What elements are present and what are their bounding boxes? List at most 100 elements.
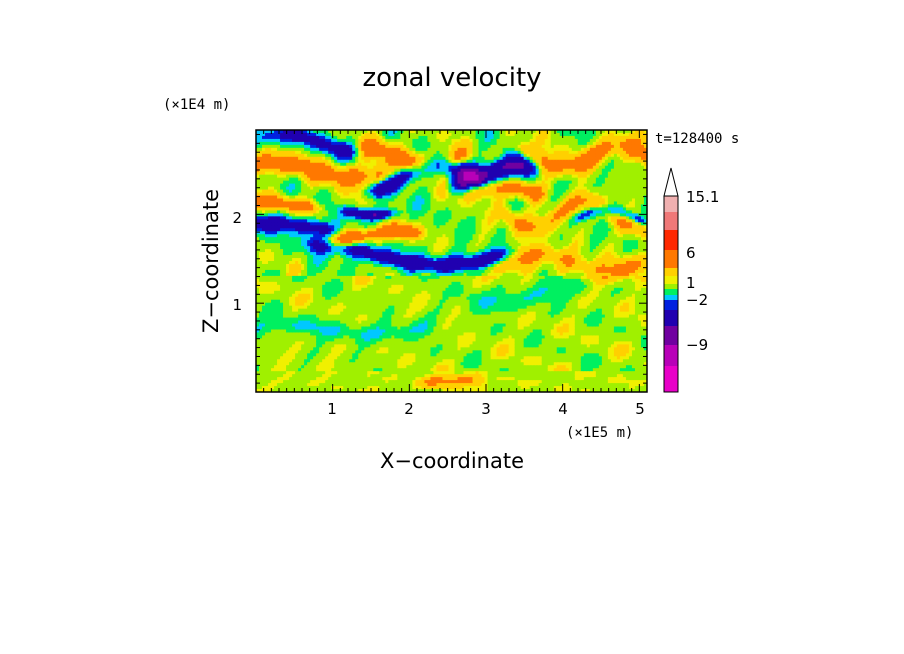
- heatmap-cell: [292, 174, 296, 179]
- heatmap-cell: [346, 192, 350, 197]
- heatmap-cell: [373, 183, 377, 188]
- heatmap-cell: [331, 269, 335, 274]
- heatmap-cell: [277, 302, 281, 307]
- heatmap-cell: [352, 246, 356, 250]
- heatmap-cell: [319, 365, 323, 369]
- heatmap-cell: [370, 150, 374, 155]
- heatmap-cell: [313, 374, 317, 378]
- heatmap-cell: [319, 380, 323, 384]
- heatmap-cell: [361, 252, 365, 256]
- heatmap-cell: [412, 237, 417, 241]
- heatmap-cell: [361, 338, 365, 342]
- heatmap-cell: [277, 135, 281, 140]
- heatmap-cell: [322, 246, 326, 250]
- heatmap-cell: [391, 132, 395, 137]
- heatmap-cell: [388, 258, 392, 262]
- heatmap-cell: [304, 272, 308, 277]
- heatmap-cell: [337, 263, 341, 268]
- heatmap-cell: [388, 353, 392, 357]
- heatmap-cell: [277, 162, 281, 167]
- heatmap-cell: [388, 153, 392, 158]
- heatmap-cell: [265, 353, 269, 357]
- heatmap-cell: [286, 228, 290, 232]
- heatmap-cell: [424, 281, 429, 286]
- heatmap-cell: [298, 308, 302, 313]
- heatmap-cell: [355, 305, 359, 310]
- heatmap-cell: [364, 192, 368, 197]
- heatmap-cell: [268, 302, 272, 307]
- heatmap-cell: [403, 380, 407, 384]
- heatmap-cell: [382, 249, 386, 253]
- heatmap-cell: [391, 141, 395, 146]
- heatmap-cell: [304, 317, 308, 322]
- heatmap-cell: [310, 296, 314, 301]
- heatmap-cell: [316, 356, 320, 360]
- heatmap-cell: [310, 314, 314, 319]
- heatmap-cell: [409, 344, 413, 348]
- heatmap-cell: [331, 314, 335, 319]
- heatmap-cell: [325, 311, 329, 316]
- heatmap-cell: [349, 332, 353, 337]
- heatmap-cell: [304, 293, 308, 298]
- heatmap-cell: [346, 249, 350, 253]
- heatmap-cell: [319, 144, 323, 149]
- heatmap-cell: [418, 326, 423, 331]
- heatmap-cell: [358, 326, 362, 331]
- heatmap-cell: [355, 284, 359, 289]
- heatmap-cell: [388, 278, 392, 283]
- heatmap-cell: [316, 130, 320, 134]
- heatmap-cell: [337, 234, 341, 238]
- heatmap-cell: [319, 305, 323, 310]
- heatmap-cell: [316, 219, 320, 223]
- heatmap-cell: [370, 338, 374, 342]
- heatmap-cell: [292, 153, 296, 158]
- heatmap-cell: [388, 156, 392, 161]
- heatmap-cell: [343, 261, 347, 265]
- heatmap-cell: [295, 171, 299, 176]
- heatmap-cell: [337, 296, 341, 301]
- heatmap-cell: [367, 317, 371, 322]
- heatmap-cell: [259, 353, 263, 357]
- heatmap-cell: [349, 311, 353, 316]
- heatmap-cell: [301, 147, 305, 152]
- heatmap-cell: [358, 302, 362, 307]
- heatmap-cell: [304, 249, 308, 253]
- heatmap-cell: [259, 332, 263, 337]
- heatmap-cell: [346, 266, 350, 271]
- heatmap-cell: [406, 165, 410, 170]
- heatmap-cell: [421, 141, 426, 146]
- heatmap-cell: [376, 216, 380, 220]
- heatmap-cell: [418, 263, 423, 268]
- heatmap-cell: [358, 240, 362, 244]
- heatmap-cell: [376, 317, 380, 322]
- heatmap-cell: [313, 326, 317, 331]
- heatmap-cell: [364, 243, 368, 247]
- heatmap-cell: [352, 195, 356, 200]
- heatmap-cell: [340, 335, 344, 340]
- heatmap-cell: [337, 332, 341, 337]
- heatmap-cell: [415, 299, 420, 304]
- heatmap-cell: [319, 234, 323, 238]
- heatmap-cell: [406, 171, 410, 176]
- heatmap-cell: [397, 165, 401, 170]
- heatmap-cell: [388, 252, 392, 256]
- heatmap-cell: [376, 314, 380, 319]
- heatmap-cell: [382, 377, 386, 381]
- heatmap-cell: [403, 368, 407, 372]
- heatmap-cell: [316, 350, 320, 354]
- heatmap-cell: [373, 228, 377, 232]
- heatmap-cell: [295, 335, 299, 340]
- heatmap-cell: [298, 255, 302, 259]
- heatmap-cell: [364, 228, 368, 232]
- heatmap-cell: [394, 249, 398, 253]
- heatmap-cell: [289, 144, 293, 149]
- heatmap-cell: [361, 362, 365, 366]
- heatmap-cell: [316, 135, 320, 140]
- heatmap-cell: [373, 130, 377, 134]
- heatmap-cell: [262, 278, 266, 283]
- heatmap-cell: [331, 320, 335, 325]
- heatmap-cell: [313, 368, 317, 372]
- heatmap-cell: [376, 222, 380, 226]
- heatmap-cell: [367, 180, 371, 185]
- heatmap-cell: [412, 171, 417, 176]
